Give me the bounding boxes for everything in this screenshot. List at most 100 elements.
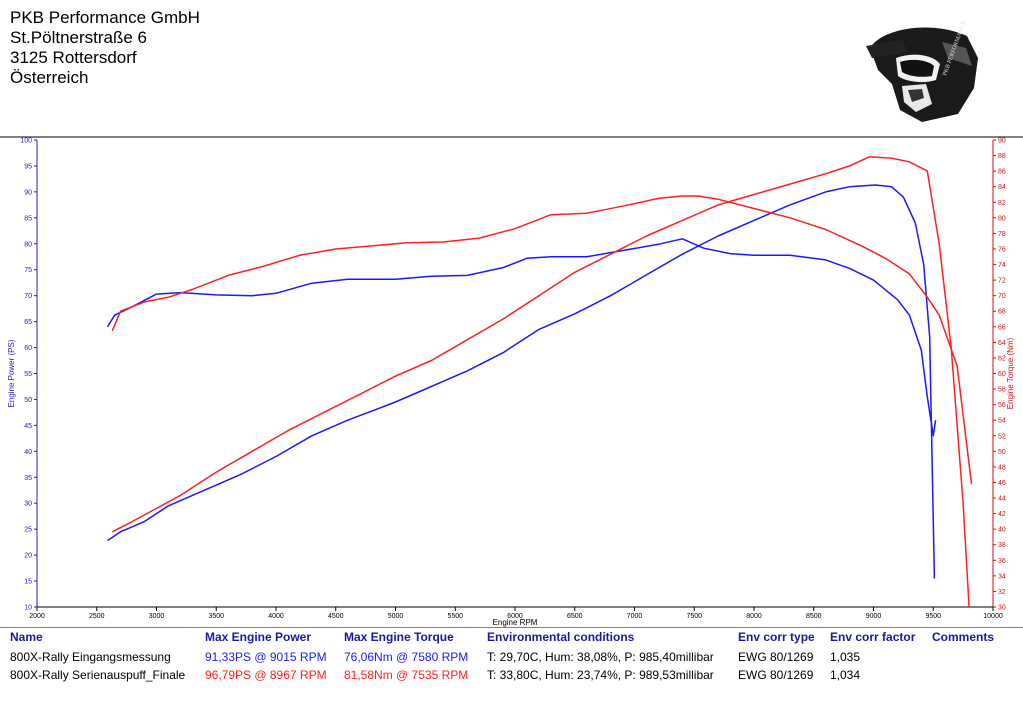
- left-tick-label: 40: [24, 449, 32, 456]
- right-tick-label: 80: [998, 215, 1006, 222]
- left-tick-label: 75: [24, 267, 32, 274]
- right-tick-label: 72: [998, 278, 1006, 285]
- col-env-header: Environmental conditions: [487, 630, 635, 644]
- left-tick-label: 95: [24, 163, 32, 170]
- col-torque-header: Max Engine Torque: [344, 630, 454, 644]
- right-tick-label: 88: [998, 153, 1006, 160]
- right-tick-label: 50: [998, 449, 1006, 456]
- right-tick-label: 42: [998, 511, 1006, 518]
- helmet-logo-icon: PKB PERFORMANCE: [866, 20, 978, 123]
- right-tick-label: 76: [998, 246, 1006, 253]
- x-tick-label: 3000: [149, 613, 165, 620]
- country: Österreich: [10, 68, 89, 87]
- right-tick-label: 46: [998, 480, 1006, 487]
- run-name: 800X-Rally Eingangsmessung: [10, 650, 171, 664]
- right-tick-label: 34: [998, 573, 1006, 580]
- corr-factor: 1,034: [830, 668, 861, 682]
- left-tick-label: 55: [24, 371, 32, 378]
- right-tick-label: 58: [998, 387, 1006, 394]
- right-axis-label: Engine Torque (Nm): [1006, 337, 1015, 409]
- max-power: 91,33PS @ 9015 RPM: [205, 650, 327, 664]
- street: St.Pöltnerstraße 6: [10, 28, 148, 47]
- x-tick-label: 9000: [866, 613, 882, 620]
- right-tick-label: 40: [998, 527, 1006, 534]
- right-tick-label: 48: [998, 464, 1006, 471]
- col-power-header: Max Engine Power: [205, 630, 312, 644]
- table-row: 800X-Rally Eingangsmessung 91,33PS @ 901…: [0, 648, 1023, 666]
- x-tick-label: 7500: [686, 613, 702, 620]
- company-address: PKB Performance GmbH St.Pöltnerstraße 6 …: [10, 8, 200, 88]
- left-tick-label: 15: [24, 579, 32, 586]
- postal-city: 3125 Rottersdorf: [10, 48, 137, 67]
- env-conditions: T: 33,80C, Hum: 23,74%, P: 989,53milliba…: [487, 668, 714, 682]
- right-tick-label: 32: [998, 589, 1006, 596]
- env-conditions: T: 29,70C, Hum: 38,08%, P: 985,40milliba…: [487, 650, 714, 664]
- right-tick-label: 54: [998, 418, 1006, 425]
- left-tick-label: 50: [24, 397, 32, 404]
- left-tick-label: 90: [24, 189, 32, 196]
- x-tick-label: 9500: [925, 613, 941, 620]
- table-row: 800X-Rally Serienauspuff_Finale 96,79PS …: [0, 666, 1023, 684]
- right-tick-label: 90: [998, 138, 1006, 145]
- right-tick-label: 74: [998, 262, 1006, 269]
- left-tick-label: 35: [24, 475, 32, 482]
- x-tick-label: 6000: [507, 613, 523, 620]
- right-tick-label: 86: [998, 169, 1006, 176]
- run2-power-line: [111, 155, 970, 608]
- run-name: 800X-Rally Serienauspuff_Finale: [10, 668, 186, 682]
- left-tick-label: 10: [24, 605, 32, 612]
- run1-torque-line: [106, 238, 937, 437]
- right-tick-label: 84: [998, 184, 1006, 191]
- max-torque: 81,58Nm @ 7535 RPM: [344, 668, 469, 682]
- x-tick-label: 10000: [983, 613, 1003, 620]
- x-tick-label: 5000: [388, 613, 404, 620]
- left-tick-label: 20: [24, 553, 32, 560]
- run1-power-line: [107, 184, 936, 579]
- left-tick-label: 60: [24, 345, 32, 352]
- right-tick-label: 66: [998, 324, 1006, 331]
- right-tick-label: 36: [998, 558, 1006, 565]
- left-tick-label: 30: [24, 501, 32, 508]
- x-tick-label: 4000: [268, 613, 284, 620]
- corr-type: EWG 80/1269: [738, 650, 814, 664]
- left-axis-label: Engine Power (PS): [7, 339, 16, 407]
- right-tick-label: 44: [998, 496, 1006, 503]
- right-tick-label: 64: [998, 340, 1006, 347]
- x-tick-label: 2000: [29, 613, 45, 620]
- x-axis-label: Engine RPM: [493, 618, 538, 627]
- dyno-chart: 2000 2500 3000 3500 4000 4500 5000 5500 6000 6500…: [0, 136, 1023, 628]
- right-tick-label: 60: [998, 371, 1006, 378]
- col-corr-type-header: Env corr type: [738, 630, 815, 644]
- x-tick-label: 8500: [806, 613, 822, 620]
- col-corr-factor-header: Env corr factor: [830, 630, 916, 644]
- corr-factor: 1,035: [830, 650, 861, 664]
- right-tick-label: 52: [998, 433, 1006, 440]
- left-tick-label: 100: [20, 138, 32, 145]
- x-tick-label: 6500: [567, 613, 583, 620]
- left-tick-label: 85: [24, 215, 32, 222]
- right-tick-label: 38: [998, 542, 1006, 549]
- company-name: PKB Performance GmbH: [10, 8, 200, 27]
- right-tick-label: 82: [998, 200, 1006, 207]
- x-tick-label: 3500: [208, 613, 224, 620]
- right-tick-label: 78: [998, 231, 1006, 238]
- x-tick-label: 7000: [627, 613, 643, 620]
- summary-header-row: Name Max Engine Power Max Engine Torque …: [0, 628, 1023, 646]
- left-tick-label: 45: [24, 423, 32, 430]
- right-tick-label: 70: [998, 293, 1006, 300]
- right-tick-label: 30: [998, 605, 1006, 612]
- left-tick-label: 25: [24, 527, 32, 534]
- max-power: 96,79PS @ 8967 RPM: [205, 668, 327, 682]
- col-comments-header: Comments: [932, 630, 995, 644]
- max-torque: 76,06Nm @ 7580 RPM: [344, 650, 469, 664]
- run2-torque-line: [111, 195, 973, 485]
- right-tick-label: 68: [998, 309, 1006, 316]
- corr-type: EWG 80/1269: [738, 668, 814, 682]
- right-tick-label: 56: [998, 402, 1006, 409]
- left-tick-label: 70: [24, 293, 32, 300]
- col-name-header: Name: [10, 630, 43, 644]
- x-tick-label: 4500: [328, 613, 344, 620]
- x-tick-label: 2500: [89, 613, 105, 620]
- left-tick-label: 65: [24, 319, 32, 326]
- x-tick-label: 8000: [746, 613, 762, 620]
